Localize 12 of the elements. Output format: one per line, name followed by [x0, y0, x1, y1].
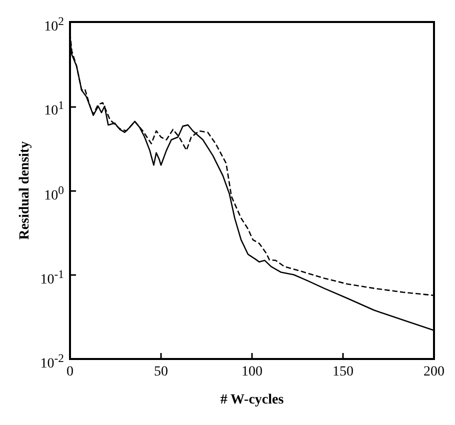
y-tick-label: 10$^{1}$: [44, 98, 64, 121]
x-axis-title: # W-cycles: [220, 392, 284, 408]
y-tick-label: 10$^{2}$: [44, 14, 64, 37]
x-tick-label: 200: [424, 364, 444, 380]
x-tick-label: 0: [66, 364, 74, 380]
x-tick-label: 100: [242, 364, 262, 380]
y-tick-label: 10$^{0}$: [44, 182, 64, 206]
y-tick-label: 10$^{-2}$: [40, 351, 64, 374]
x-tick-label: 50: [154, 364, 168, 380]
x-tick-label: 150: [332, 364, 354, 380]
y-tick-label: 10$^{-1}$: [40, 266, 64, 290]
y-axis-title: Residual density: [18, 141, 32, 240]
